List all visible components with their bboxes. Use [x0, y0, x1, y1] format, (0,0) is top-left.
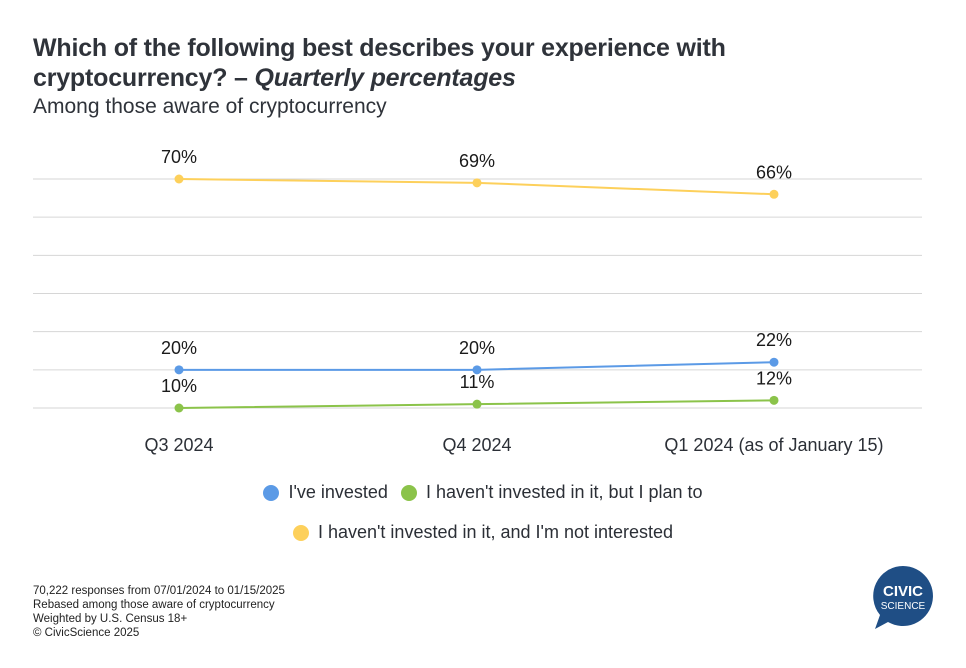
data-point [472, 178, 482, 188]
title-main: Which of the following best describes yo… [33, 34, 726, 92]
x-tick-label: Q3 2024 [144, 435, 213, 455]
data-label: 20% [161, 338, 197, 358]
logo-text-science: SCIENCE [881, 601, 926, 612]
legend-item-not-interested[interactable]: I haven't invested in it, and I'm not in… [292, 522, 674, 543]
footnote-responses: 70,222 responses from 07/01/2024 to 01/1… [33, 585, 285, 597]
data-label: 12% [756, 368, 792, 388]
x-tick-label: Q4 2024 [442, 435, 511, 455]
data-label: 20% [459, 338, 495, 358]
title-italic: Quarterly percentages [254, 64, 516, 92]
data-label: 22% [756, 330, 792, 350]
footnote-rebased: Rebased among those aware of cryptocurre… [33, 599, 275, 611]
data-label: 66% [756, 162, 792, 182]
legend-label: I haven't invested in it, and I'm not in… [317, 522, 674, 542]
legend-dot-plan-to-icon [400, 484, 417, 501]
footnote-copyright: © CivicScience 2025 [33, 627, 140, 639]
data-label: 69% [459, 151, 495, 171]
data-point [769, 395, 779, 405]
legend-label: I haven't invested in it, but I plan to [425, 482, 703, 502]
chart-subtitle: Among those aware of cryptocurrency [33, 95, 387, 118]
footnote-weighted: Weighted by U.S. Census 18+ [33, 613, 188, 625]
legend-row-2: I haven't invested in it, and I'm not in… [0, 522, 966, 546]
logo-speech-bubble-icon [873, 566, 933, 629]
x-tick-label: Q1 2024 (as of January 15) [664, 435, 883, 455]
data-point [174, 403, 184, 413]
chart-title: Which of the following best describes yo… [33, 33, 853, 93]
line-chart: Q3 2024 Q4 2024 Q1 2024 (as of January 15)… [33, 147, 922, 455]
logo-text-civic: CIVIC [883, 583, 923, 600]
legend-item-plan-to[interactable]: I haven't invested in it, but I plan to [400, 482, 703, 503]
data-label: 10% [161, 376, 197, 396]
footnotes: 70,222 responses from 07/01/2024 to 01/1… [33, 584, 285, 640]
data-point [769, 189, 779, 199]
data-label: 11% [460, 372, 495, 392]
legend-row-1: I've invested I haven't invested in it, … [0, 482, 966, 506]
legend-dot-not-interested-icon [292, 524, 309, 541]
legend-item-invested[interactable]: I've invested [263, 482, 388, 503]
data-point [472, 365, 482, 375]
legend-dot-invested-icon [263, 484, 280, 501]
legend-label: I've invested [288, 482, 388, 502]
data-point [174, 174, 184, 184]
civicscience-logo: CIVIC SCIENCE [873, 566, 933, 629]
data-point [174, 365, 184, 375]
data-point [472, 399, 482, 409]
data-point [769, 357, 779, 367]
data-label: 70% [161, 147, 197, 167]
